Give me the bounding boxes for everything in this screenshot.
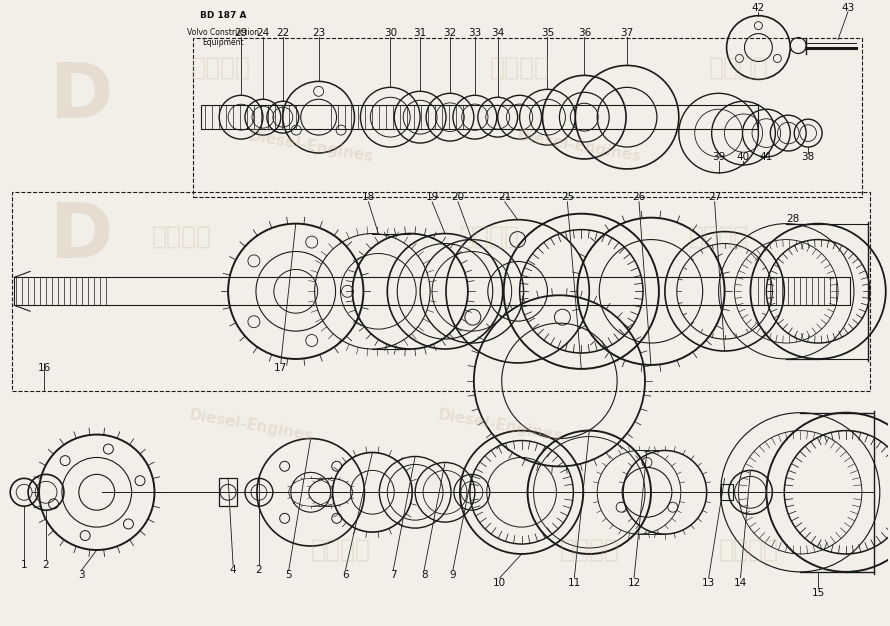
Text: 柴发动力: 柴发动力 [151, 225, 211, 249]
Text: 4: 4 [230, 565, 237, 575]
Text: 27: 27 [708, 192, 721, 202]
Text: D: D [50, 60, 114, 135]
Text: 41: 41 [760, 152, 773, 162]
Text: 2: 2 [43, 560, 49, 570]
Text: 36: 36 [578, 28, 591, 38]
Text: 2: 2 [255, 565, 263, 575]
Text: Diesel-Engines: Diesel-Engines [188, 408, 314, 444]
Bar [14, 277, 850, 305]
Bar [201, 105, 758, 129]
Text: 35: 35 [541, 28, 554, 38]
Text: 24: 24 [256, 28, 270, 38]
Text: 10: 10 [493, 578, 506, 588]
Text: 柴发动力: 柴发动力 [689, 225, 748, 249]
Text: 39: 39 [712, 152, 725, 162]
Bar [219, 478, 237, 506]
Text: 20: 20 [451, 192, 465, 202]
Text: 26: 26 [633, 192, 645, 202]
Text: 1: 1 [20, 560, 28, 570]
Text: 29: 29 [234, 28, 247, 38]
Text: 37: 37 [620, 28, 634, 38]
Text: 柴发动力: 柴发动力 [559, 538, 619, 562]
Text: Diesel-Engines: Diesel-Engines [436, 408, 563, 444]
Text: 31: 31 [414, 28, 426, 38]
Text: 18: 18 [361, 192, 375, 202]
Text: 柴发动力: 柴发动力 [191, 56, 251, 80]
Text: 15: 15 [812, 588, 825, 598]
Text: 12: 12 [627, 578, 641, 588]
Text: 32: 32 [443, 28, 457, 38]
Text: 柴发动力: 柴发动力 [708, 56, 768, 80]
Text: 13: 13 [702, 578, 716, 588]
Text: 19: 19 [425, 192, 439, 202]
Text: 43: 43 [841, 3, 854, 13]
Text: 8: 8 [421, 570, 427, 580]
Text: BD 187 A: BD 187 A [200, 11, 247, 20]
Text: 25: 25 [561, 192, 574, 202]
Text: 柴发动力: 柴发动力 [718, 538, 779, 562]
Text: Diesel-Engines: Diesel-Engines [247, 129, 374, 165]
Text: 28: 28 [787, 213, 800, 223]
Text: 6: 6 [342, 570, 349, 580]
Text: 5: 5 [286, 570, 292, 580]
Text: 3: 3 [78, 570, 85, 580]
Text: 柴发动力: 柴发动力 [311, 538, 370, 562]
Text: Diesel-Engines: Diesel-Engines [516, 129, 643, 165]
Text: 17: 17 [274, 363, 287, 373]
Bar [12, 192, 870, 391]
Bar [193, 38, 862, 197]
Text: 42: 42 [752, 3, 765, 13]
Bar [721, 485, 732, 500]
Text: 14: 14 [734, 578, 747, 588]
Text: 30: 30 [384, 28, 397, 38]
Text: 11: 11 [568, 578, 581, 588]
Text: 38: 38 [802, 152, 814, 162]
Text: 柴发动力: 柴发动力 [490, 56, 550, 80]
Text: 23: 23 [312, 28, 325, 38]
Text: 40: 40 [737, 152, 750, 162]
Text: Volvo Construction
Equipment: Volvo Construction Equipment [187, 28, 259, 48]
Text: 16: 16 [37, 363, 51, 373]
Text: 22: 22 [276, 28, 289, 38]
Text: 9: 9 [449, 570, 457, 580]
Text: 21: 21 [498, 192, 512, 202]
Text: 34: 34 [491, 28, 505, 38]
Text: 柴发动力: 柴发动力 [460, 225, 520, 249]
Text: D: D [50, 200, 114, 274]
Text: 33: 33 [468, 28, 481, 38]
Text: 7: 7 [390, 570, 397, 580]
